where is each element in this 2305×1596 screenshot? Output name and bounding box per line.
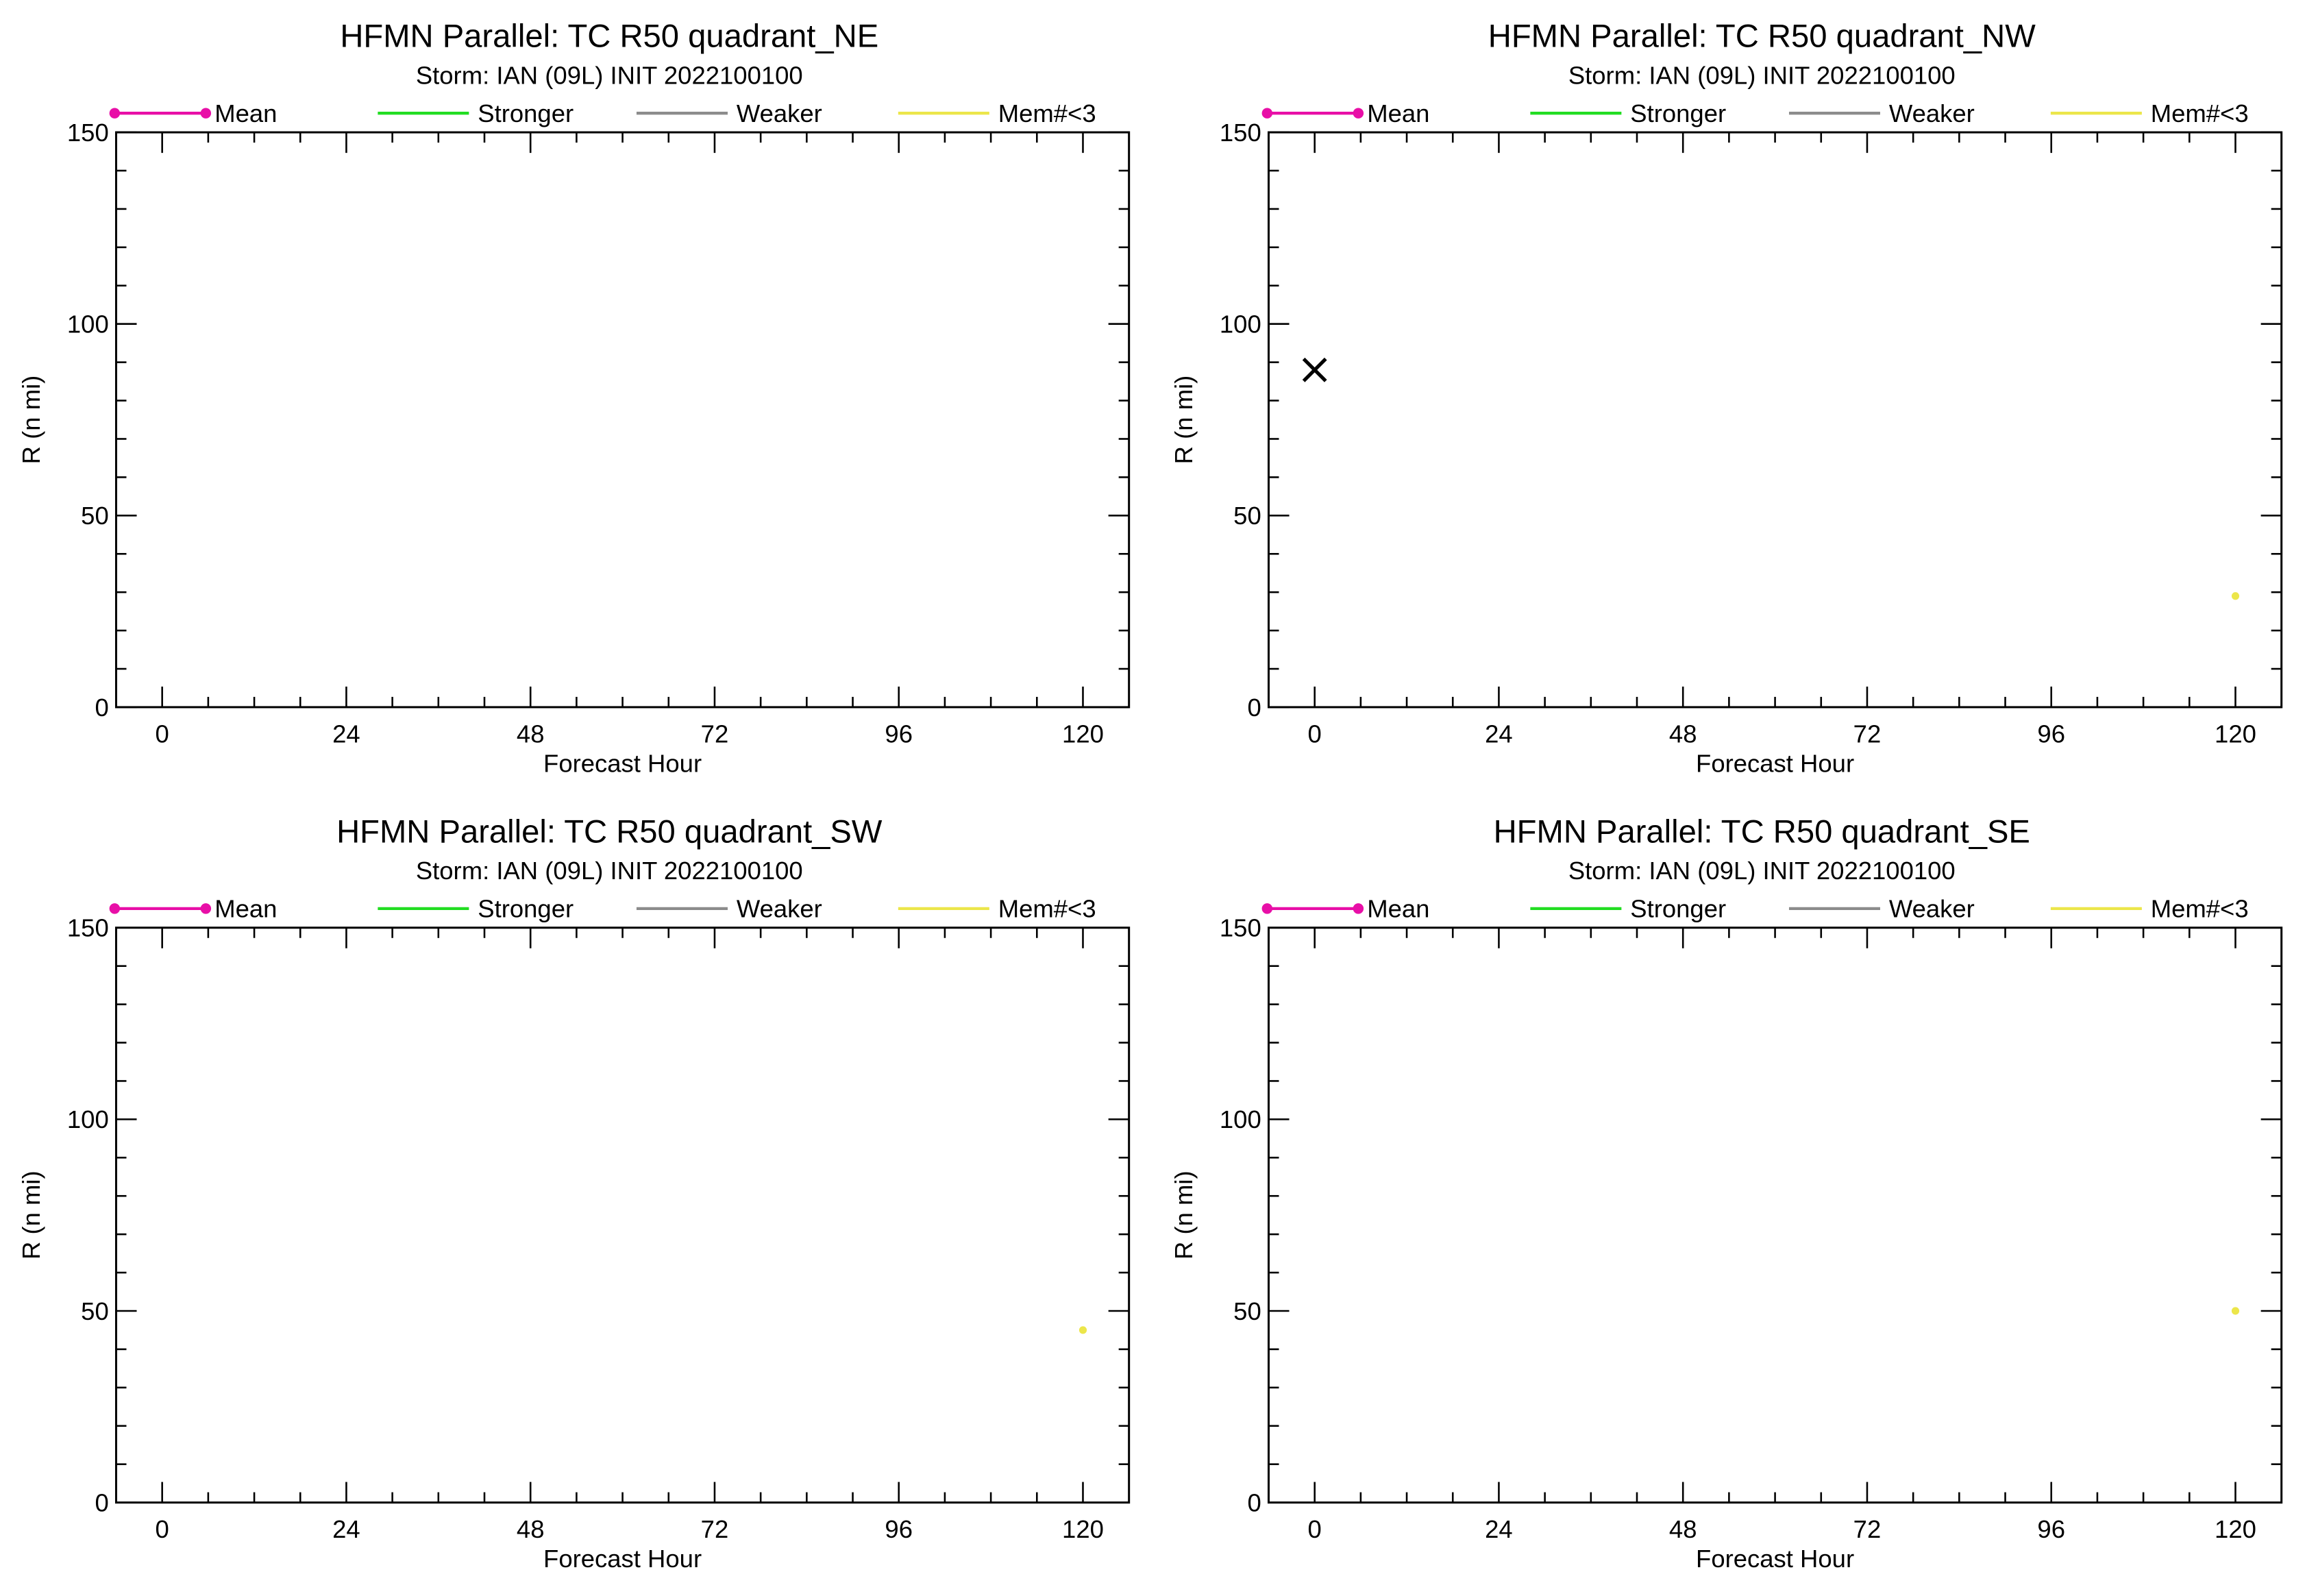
x-tick-label: 120 [1062, 1515, 1104, 1543]
y-axis-label: R (n mi) [17, 376, 45, 465]
x-tick-label: 0 [156, 720, 169, 748]
legend: Mean Stronger Weaker Mem#<3 [109, 99, 1096, 127]
x-tick-label: 48 [1669, 1515, 1697, 1543]
legend: Mean Stronger Weaker Mem#<3 [109, 895, 1096, 923]
legend-label-1: Stronger [1630, 99, 1726, 127]
legend-label-2: Weaker [1889, 99, 1975, 127]
x-tick-label: 48 [1669, 720, 1697, 748]
y-tick-label: 50 [81, 1297, 109, 1325]
x-tick-label: 72 [1853, 1515, 1882, 1543]
legend: Mean Stronger Weaker Mem#<3 [1261, 99, 2249, 127]
plot-frame [1267, 131, 2283, 709]
chart-subtitle: Storm: IAN (09L) INIT 2022100100 [416, 61, 803, 89]
x-tick-label: 72 [701, 1515, 729, 1543]
legend-label-2: Weaker [737, 895, 822, 923]
chart-panel-3: HFMN Parallel: TC R50 quadrant_SW Storm: … [17, 813, 1131, 1573]
y-tick-label: 50 [1233, 1297, 1261, 1325]
chart-panel-4: HFMN Parallel: TC R50 quadrant_SE Storm: … [1170, 813, 2283, 1573]
x-tick-label: 96 [885, 1515, 913, 1543]
x-tick-label: 96 [885, 720, 913, 748]
legend-marker-start [109, 108, 121, 119]
legend-label-1: Stronger [1630, 895, 1726, 923]
chart-title: HFMN Parallel: TC R50 quadrant_SE [1494, 813, 2030, 850]
y-tick-label: 150 [1220, 914, 1261, 942]
y-tick-label: 100 [1220, 1105, 1261, 1133]
y-tick-label: 100 [1220, 310, 1261, 339]
x-tick-label: 120 [2215, 1515, 2256, 1543]
legend-label-0: Mean [214, 895, 277, 923]
legend-label-3: Mem#<3 [998, 99, 1096, 127]
plot-frame [114, 131, 1131, 709]
legend-label-1: Stronger [478, 99, 574, 127]
legend-marker-end [200, 903, 212, 914]
chart-panel-2: HFMN Parallel: TC R50 quadrant_NW Storm: … [1170, 19, 2283, 777]
data-point-mem3-0 [2231, 1307, 2240, 1315]
y-tick-label: 0 [1247, 693, 1261, 722]
x-tick-label: 24 [1485, 1515, 1513, 1543]
legend-label-0: Mean [214, 99, 277, 127]
plot-frame [1267, 926, 2283, 1504]
x-tick-label: 24 [332, 720, 360, 748]
x-tick-label: 24 [1485, 720, 1513, 748]
y-tick-label: 50 [1233, 502, 1261, 530]
chart-title: HFMN Parallel: TC R50 quadrant_SW [336, 813, 883, 850]
chart-subtitle: Storm: IAN (09L) INIT 2022100100 [1568, 857, 1956, 885]
data-point-mem3-0 [1078, 1326, 1087, 1334]
x-axis-label: Forecast Hour [543, 749, 702, 777]
y-tick-label: 50 [81, 502, 109, 530]
legend-marker-start [1261, 903, 1273, 914]
x-tick-label: 72 [701, 720, 729, 748]
legend-marker-start [109, 903, 121, 914]
legend-label-2: Weaker [1889, 895, 1975, 923]
legend-label-2: Weaker [737, 99, 822, 127]
legend-marker-end [1353, 108, 1364, 119]
observed-x-marker [1302, 357, 1327, 382]
x-tick-label: 0 [156, 1515, 169, 1543]
legend-label-0: Mean [1367, 895, 1429, 923]
x-axis-label: Forecast Hour [1696, 1545, 1854, 1573]
legend-marker-end [200, 108, 212, 119]
x-tick-label: 48 [517, 1515, 545, 1543]
chart-subtitle: Storm: IAN (09L) INIT 2022100100 [1568, 61, 1956, 89]
legend-label-1: Stronger [478, 895, 574, 923]
x-tick-label: 120 [2215, 720, 2256, 748]
y-tick-label: 0 [95, 1488, 108, 1517]
legend-label-3: Mem#<3 [2151, 99, 2249, 127]
y-tick-label: 0 [95, 693, 108, 722]
y-tick-label: 150 [67, 914, 109, 942]
legend: Mean Stronger Weaker Mem#<3 [1261, 895, 2249, 923]
x-tick-label: 48 [517, 720, 545, 748]
chart-subtitle: Storm: IAN (09L) INIT 2022100100 [416, 857, 803, 885]
x-tick-label: 96 [2037, 1515, 2065, 1543]
legend-marker-start [1261, 108, 1273, 119]
chart-title: HFMN Parallel: TC R50 quadrant_NE [340, 19, 878, 55]
y-axis-label: R (n mi) [1170, 1170, 1198, 1260]
y-axis-label: R (n mi) [1170, 376, 1198, 465]
x-tick-label: 0 [1308, 1515, 1322, 1543]
chart-panel-1: HFMN Parallel: TC R50 quadrant_NE Storm: … [17, 19, 1131, 777]
x-tick-label: 96 [2037, 720, 2065, 748]
chart-title: HFMN Parallel: TC R50 quadrant_NW [1488, 19, 2036, 55]
legend-marker-end [1353, 903, 1364, 914]
y-tick-label: 150 [67, 119, 109, 147]
y-tick-label: 100 [67, 1105, 109, 1133]
x-marker-stroke-2 [1302, 357, 1327, 382]
x-axis-label: Forecast Hour [1696, 749, 1854, 777]
plot-frame [114, 926, 1131, 1504]
x-axis-label: Forecast Hour [543, 1545, 702, 1573]
legend-label-0: Mean [1367, 99, 1429, 127]
x-tick-label: 0 [1308, 720, 1322, 748]
x-tick-label: 24 [332, 1515, 360, 1543]
y-axis-label: R (n mi) [17, 1170, 45, 1260]
y-tick-label: 100 [67, 310, 109, 339]
x-tick-label: 72 [1853, 720, 1882, 748]
legend-label-3: Mem#<3 [2151, 895, 2249, 923]
y-tick-label: 150 [1220, 119, 1261, 147]
data-point-mem3-0 [2231, 592, 2240, 600]
y-tick-label: 0 [1247, 1488, 1261, 1517]
legend-label-3: Mem#<3 [998, 895, 1096, 923]
x-tick-label: 120 [1062, 720, 1104, 748]
